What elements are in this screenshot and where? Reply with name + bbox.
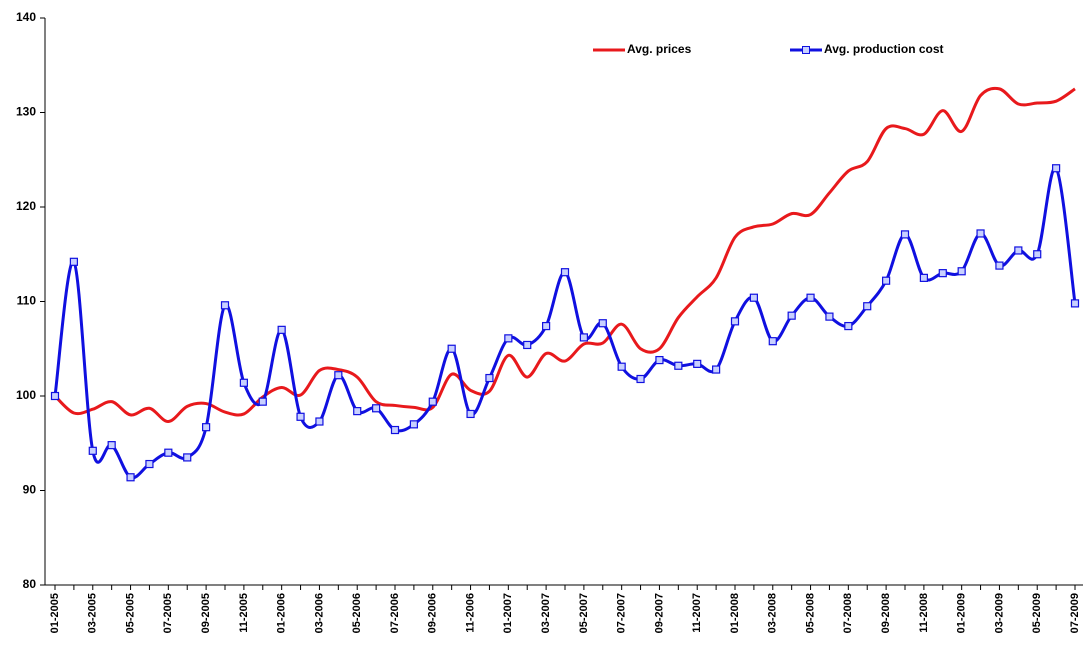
marker xyxy=(995,261,1004,270)
x-tick-label: 11-2006 xyxy=(464,593,476,633)
x-tick-label: 05-2005 xyxy=(124,593,136,633)
marker xyxy=(409,420,418,429)
x-tick-label: 07-2006 xyxy=(389,593,401,633)
y-tick-label: 100 xyxy=(16,388,36,402)
x-tick-label: 01-2007 xyxy=(502,593,514,633)
x-tick-label: 09-2006 xyxy=(427,593,439,633)
y-tick-label: 120 xyxy=(16,199,36,213)
x-tick-label: 07-2005 xyxy=(162,593,174,633)
x-tick-label: 03-2008 xyxy=(767,593,779,633)
marker xyxy=(636,374,645,384)
marker xyxy=(674,361,683,370)
marker xyxy=(372,404,381,413)
marker xyxy=(523,340,532,350)
marker xyxy=(353,407,362,416)
marker xyxy=(69,257,78,266)
marker xyxy=(88,446,97,455)
marker xyxy=(900,230,910,239)
marker xyxy=(183,453,192,462)
marker xyxy=(164,448,173,457)
x-tick-label: 09-2008 xyxy=(880,593,892,633)
marker xyxy=(466,409,475,419)
marker xyxy=(938,269,947,278)
y-tick-label: 130 xyxy=(16,105,36,119)
x-tick-label: 05-2007 xyxy=(578,593,590,633)
marker xyxy=(579,333,588,342)
marker xyxy=(239,378,248,387)
marker xyxy=(693,359,702,368)
marker xyxy=(1052,164,1061,173)
x-tick-label: 07-2008 xyxy=(842,593,854,633)
y-tick-label: 140 xyxy=(16,10,36,24)
marker xyxy=(863,302,872,311)
marker xyxy=(749,293,758,302)
marker xyxy=(107,441,116,450)
x-tick-label: 03-2009 xyxy=(993,593,1005,633)
marker xyxy=(560,268,570,277)
marker xyxy=(277,325,286,334)
marker xyxy=(334,371,343,380)
x-tick-label: 11-2007 xyxy=(691,593,703,633)
x-tick-label: 01-2006 xyxy=(276,593,288,633)
marker xyxy=(504,334,513,343)
x-tick-label: 01-2008 xyxy=(729,593,741,633)
marker xyxy=(957,267,966,276)
marker xyxy=(1033,250,1042,259)
x-tick-label: 09-2005 xyxy=(200,593,212,633)
marker xyxy=(712,365,721,374)
marker xyxy=(806,293,815,302)
marker xyxy=(202,423,211,432)
marker xyxy=(1014,246,1023,255)
y-tick-label: 80 xyxy=(23,577,37,591)
marker xyxy=(1070,299,1080,308)
legend-marker xyxy=(802,46,810,54)
x-tick-label: 05-2009 xyxy=(1031,593,1043,633)
marker xyxy=(598,319,607,328)
x-tick-label: 05-2008 xyxy=(804,593,816,633)
marker xyxy=(145,459,154,469)
x-tick-label: 07-2009 xyxy=(1069,593,1081,633)
y-tick-label: 110 xyxy=(17,294,37,308)
series-line xyxy=(53,86,1076,424)
marker xyxy=(220,301,230,310)
marker xyxy=(50,391,60,401)
marker xyxy=(844,321,853,331)
x-tick-label: 09-2007 xyxy=(653,593,665,633)
marker xyxy=(882,276,891,285)
marker xyxy=(315,417,324,426)
x-tick-label: 03-2005 xyxy=(87,593,99,633)
x-tick-label: 07-2007 xyxy=(616,593,628,633)
x-tick-label: 05-2006 xyxy=(351,593,363,633)
marker xyxy=(730,317,740,326)
marker xyxy=(825,312,834,321)
marker xyxy=(258,397,267,406)
marker xyxy=(787,311,796,320)
x-tick-label: 03-2006 xyxy=(313,593,325,633)
x-tick-label: 11-2008 xyxy=(918,593,930,633)
marker xyxy=(655,355,664,365)
marker xyxy=(428,397,437,406)
marker xyxy=(126,473,135,482)
marker xyxy=(390,425,400,435)
y-tick-label: 90 xyxy=(23,483,37,497)
x-tick-label: 11-2005 xyxy=(238,593,250,633)
marker xyxy=(296,412,305,421)
marker xyxy=(976,229,985,238)
marker xyxy=(542,321,551,331)
marker xyxy=(768,337,777,346)
marker xyxy=(617,362,626,371)
marker xyxy=(485,373,494,383)
x-tick-label: 01-2005 xyxy=(49,593,61,633)
legend-label: Avg. prices xyxy=(627,42,692,56)
marker xyxy=(447,344,456,353)
legend-label: Avg. production cost xyxy=(824,42,944,56)
x-tick-label: 03-2007 xyxy=(540,593,552,633)
marker xyxy=(919,273,928,282)
x-tick-label: 01-2009 xyxy=(956,593,968,633)
